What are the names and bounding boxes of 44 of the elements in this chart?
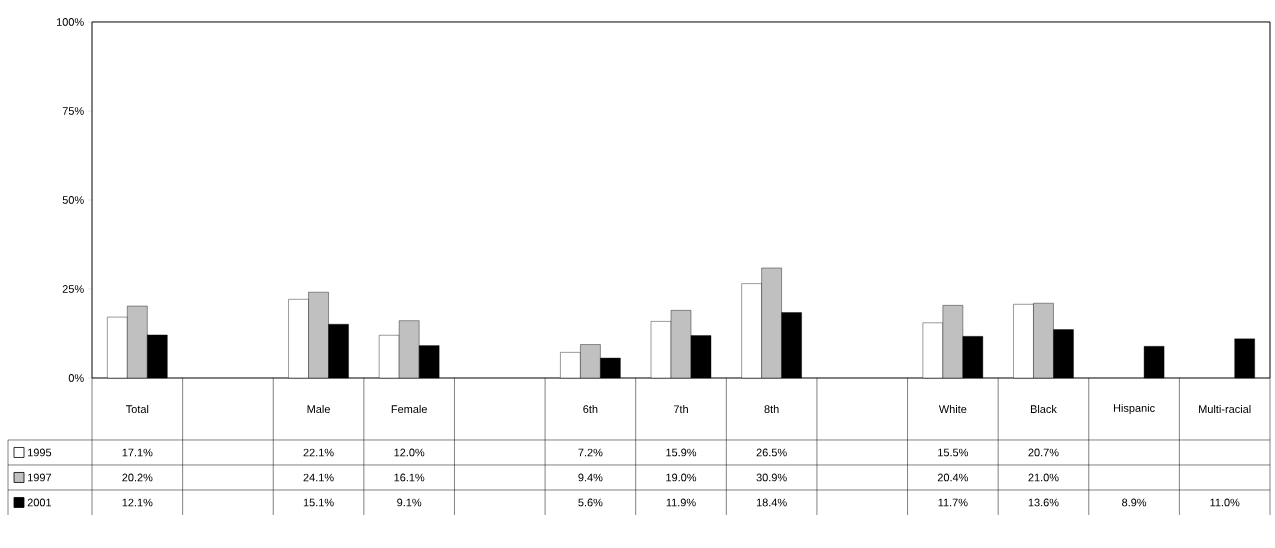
data-label: 13.6% [1028,498,1059,507]
x-tick-label: 6th [583,404,598,414]
data-label: 20.7% [1028,448,1059,457]
x-tick-label: 8th [764,404,779,414]
y-tick-label: 50% [62,196,84,204]
data-label: 15.9% [666,448,697,457]
data-label: 12.0% [394,448,425,457]
legend-label: 1995 [28,448,52,457]
y-tick-label: 0% [68,374,84,382]
data-label: 15.5% [938,448,968,457]
x-tick-label: Female [391,404,427,414]
legend-label: 2001 [27,498,52,507]
data-label: 7.2% [578,448,603,457]
y-tick-label: 25% [62,285,84,293]
data-label: 18.4% [756,498,787,507]
x-tick-label: Black [1030,404,1057,414]
data-label: 9.1% [397,498,422,507]
y-tick-label: 75% [62,107,84,115]
data-label: 20.4% [937,473,968,482]
x-tick-label: White [938,404,967,414]
x-tick-label: Multi-racial [1199,404,1251,414]
x-tick-label: Hispanic [1113,403,1155,415]
data-label: 11.0% [1210,498,1240,507]
data-label: 11.9% [666,498,696,507]
data-label: 30.9% [756,473,787,482]
data-label: 24.1% [303,473,334,482]
legend-label: 1997 [28,473,52,482]
x-tick-label: Male [307,404,330,414]
data-label: 8.9% [1122,498,1147,507]
data-label: 16.1% [394,473,425,482]
data-label: 11.7% [938,498,968,507]
x-tick-label: Total [125,404,149,414]
data-label: 20.2% [122,473,153,482]
data-label: 26.5% [756,448,787,457]
data-label: 9.4% [578,473,603,482]
data-label: 19.0% [666,473,697,482]
data-label: 17.1% [122,448,153,457]
x-tick-label: 7th [673,404,688,413]
data-label: 5.6% [578,498,603,507]
data-label: 12.1% [122,498,153,507]
data-label: 21.0% [1028,473,1059,482]
y-tick-label: 100% [56,18,84,26]
data-label: 22.1% [303,448,334,457]
data-label: 15.1% [303,498,334,507]
